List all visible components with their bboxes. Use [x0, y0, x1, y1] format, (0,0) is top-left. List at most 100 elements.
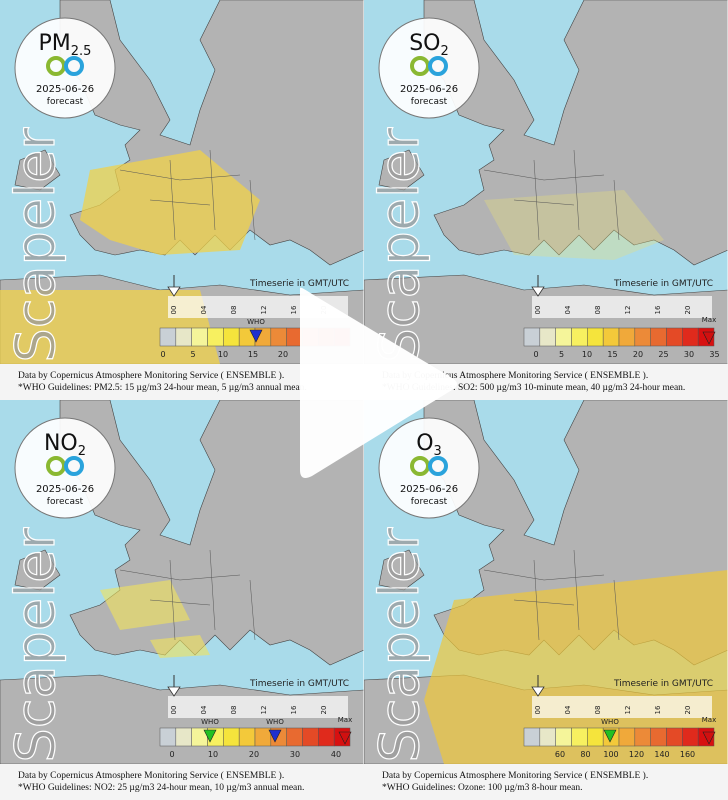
borders	[483, 149, 620, 241]
legend-tick-label: 0	[533, 350, 538, 359]
legend-cell	[539, 327, 556, 347]
legend-tick-label: 120	[629, 750, 644, 759]
legend-cell	[571, 727, 588, 747]
brand-watermark: Scapeler	[4, 527, 67, 763]
legend-cell	[634, 727, 651, 747]
max-label: Max	[702, 716, 716, 724]
who-label: WHO	[601, 718, 619, 726]
legend-cell	[318, 727, 335, 747]
legend-tick-label: 40	[331, 750, 341, 759]
legend-cell	[175, 327, 192, 347]
brand-watermark: Scapeler	[368, 127, 431, 363]
legend-tick-label: 10	[582, 350, 592, 359]
hour-label: 12	[260, 306, 268, 315]
hour-label: 04	[200, 305, 208, 314]
who-label: WHO	[247, 318, 265, 326]
legend-tick-label: 10	[218, 350, 228, 359]
legend-cell	[587, 327, 604, 347]
hour-label: 20	[320, 706, 328, 715]
legend-cell	[666, 327, 683, 347]
pollutant-subscript: 3	[434, 444, 442, 459]
time-scale	[168, 696, 348, 718]
forecast-date: 2025-06-26	[36, 84, 94, 95]
forecast-label: forecast	[411, 97, 448, 107]
now-marker	[167, 286, 181, 297]
who-marker	[203, 729, 217, 743]
hour-label: 08	[230, 306, 238, 315]
legend-cell	[191, 327, 208, 347]
pollutant-name: SO2	[409, 31, 449, 59]
caption-line: Data by Copernicus Atmosphere Monitoring…	[382, 770, 648, 781]
hour-label: 12	[260, 706, 268, 715]
legend-cell	[523, 727, 541, 747]
timeserie-label: Timeserie in GMT/UTC	[249, 279, 349, 289]
legend-tick-label: 15	[248, 350, 258, 359]
legend-cell	[587, 727, 604, 747]
forecast-label: forecast	[47, 97, 84, 107]
legend-cell	[555, 727, 572, 747]
forecast-panel: Scapeler PM2.5 2025-06-26 forecast Timeserie…	[0, 0, 365, 400]
forecast-label: forecast	[47, 497, 84, 507]
hour-label: 16	[290, 705, 298, 714]
hour-label: 00	[534, 706, 542, 715]
hour-label: 00	[170, 706, 178, 715]
caption-line: *WHO Guidelines: Ozone: 100 µg/m3 8-hour…	[382, 783, 582, 793]
play-button[interactable]	[300, 287, 457, 478]
legend-cell	[634, 327, 651, 347]
caption-box	[364, 764, 728, 800]
time-scale	[532, 696, 712, 718]
pollutant-subscript: 2	[441, 44, 449, 59]
legend-cell	[302, 727, 319, 747]
hour-label: 04	[564, 705, 572, 714]
borders	[119, 549, 256, 641]
hour-label: 12	[624, 706, 632, 715]
caption-line: Data by Copernicus Atmosphere Monitoring…	[18, 370, 284, 381]
caption-line: *WHO Guidelines: NO2: 25 µg/m3 24-hour m…	[18, 783, 304, 793]
forecast-panel: Scapeler SO2 2025-06-26 forecast Timeserie i…	[364, 0, 728, 400]
max-label: Max	[702, 316, 716, 324]
hour-label: 16	[654, 705, 662, 714]
max-marker	[702, 331, 716, 345]
hour-label: 08	[594, 706, 602, 715]
hour-label: 08	[594, 306, 602, 315]
legend-cell	[618, 327, 636, 347]
legend-cell	[618, 727, 636, 747]
legend-cell	[555, 327, 572, 347]
pollutant-name: PM2.5	[39, 31, 92, 59]
forecast-date: 2025-06-26	[400, 484, 458, 495]
now-marker	[531, 286, 545, 297]
caption-line: Data by Copernicus Atmosphere Monitoring…	[18, 770, 284, 781]
legend-tick-label: 10	[208, 750, 218, 759]
borders	[483, 549, 620, 641]
legend-cell	[159, 727, 177, 747]
legend-cell	[207, 327, 224, 347]
legend-cell	[666, 727, 683, 747]
play-icon[interactable]	[300, 287, 457, 478]
logo-ring	[428, 56, 448, 76]
hour-label: 12	[624, 306, 632, 315]
legend-cell	[682, 727, 699, 747]
legend-cell	[682, 327, 699, 347]
pollutant-subscript: 2	[78, 444, 86, 459]
max-marker	[702, 731, 716, 745]
who-label: WHO	[266, 718, 284, 726]
forecast-date: 2025-06-26	[36, 484, 94, 495]
legend-cell	[238, 727, 256, 747]
legend-tick-label: 0	[169, 750, 174, 759]
legend-tick-label: 5	[559, 350, 564, 359]
legend-cell	[270, 327, 287, 347]
legend-tick-label: 30	[290, 750, 300, 759]
max-marker	[338, 731, 352, 745]
pollutant-subscript: 2.5	[71, 44, 92, 59]
logo-ring	[64, 456, 84, 476]
legend-cell	[175, 727, 192, 747]
legend-tick-label: 30	[684, 350, 694, 359]
legend-tick-label: 60	[555, 750, 565, 759]
hour-label: 16	[654, 305, 662, 314]
concentration-area	[100, 580, 210, 658]
who-marker	[268, 729, 282, 743]
legend-cell	[523, 327, 541, 347]
legend-tick-label: 100	[603, 750, 618, 759]
